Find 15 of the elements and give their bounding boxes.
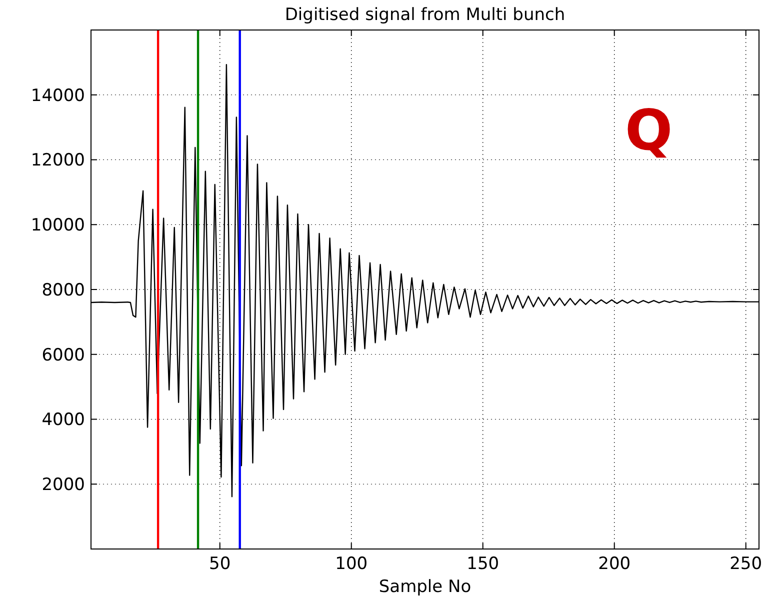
x-tick-label: 250 xyxy=(730,554,762,574)
x-tick-label: 50 xyxy=(209,554,231,574)
y-tick-label: 2000 xyxy=(42,475,85,496)
y-tick-label: 14000 xyxy=(30,86,85,106)
y-tick-label: 8000 xyxy=(42,280,85,300)
y-tick-label: 4000 xyxy=(42,410,85,430)
y-tick-label: 10000 xyxy=(30,216,85,236)
y-tick-label: 6000 xyxy=(42,345,85,366)
y-tick-label: 12000 xyxy=(30,150,85,171)
annotation: Q xyxy=(624,98,673,164)
chart-title: Digitised signal from Multi bunch xyxy=(284,5,566,25)
x-tick-label: 200 xyxy=(598,554,631,574)
x-tick-label: 100 xyxy=(335,554,368,574)
x-axis-title: Sample No xyxy=(378,577,472,597)
x-tick-label: 150 xyxy=(466,554,500,574)
